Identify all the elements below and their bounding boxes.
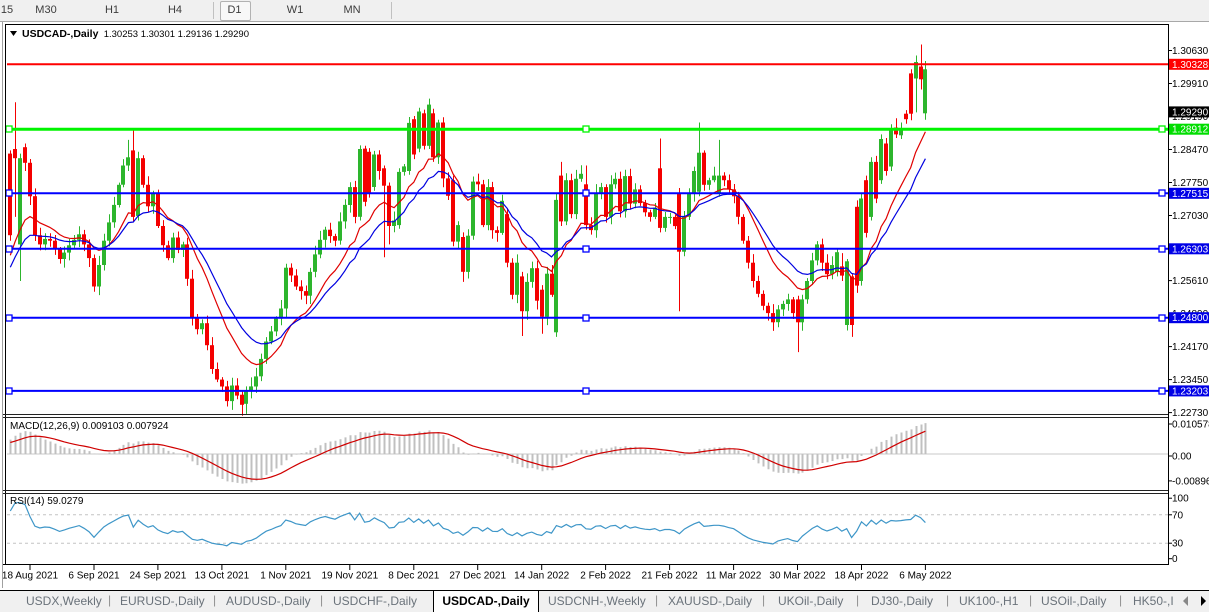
svg-text:1.29910: 1.29910 [1172, 79, 1209, 90]
svg-text:19 Nov 2021: 19 Nov 2021 [321, 571, 378, 582]
svg-text:-0.00896: -0.00896 [1172, 476, 1209, 487]
svg-text:30: 30 [1172, 539, 1184, 550]
svg-text:0.00: 0.00 [1172, 452, 1192, 463]
svg-text:70: 70 [1172, 510, 1184, 521]
svg-text:11 Mar 2022: 11 Mar 2022 [706, 571, 762, 582]
svg-text:1.30328: 1.30328 [1172, 60, 1209, 71]
svg-text:2 Feb 2022: 2 Feb 2022 [580, 571, 631, 582]
svg-text:6 May 2022: 6 May 2022 [899, 571, 952, 582]
svg-text:1.22730: 1.22730 [1172, 408, 1209, 419]
svg-text:1.30630: 1.30630 [1172, 46, 1209, 57]
svg-text:1 Nov 2021: 1 Nov 2021 [260, 571, 312, 582]
svg-text:1.24170: 1.24170 [1172, 342, 1209, 353]
svg-text:6 Sep 2021: 6 Sep 2021 [68, 571, 120, 582]
svg-text:RSI(14) 59.0279: RSI(14) 59.0279 [10, 496, 84, 507]
svg-text:100: 100 [1172, 494, 1189, 505]
svg-text:1.28912: 1.28912 [1172, 125, 1209, 136]
svg-text:USDCAD-,Daily 1.30253 1.30301: USDCAD-,Daily 1.30253 1.30301 1.29136 1.… [22, 28, 249, 40]
svg-text:8 Dec 2021: 8 Dec 2021 [388, 571, 440, 582]
svg-text:1.27515: 1.27515 [1172, 189, 1209, 200]
svg-text:1.24800: 1.24800 [1172, 313, 1209, 324]
svg-text:24 Sep 2021: 24 Sep 2021 [130, 571, 187, 582]
svg-text:21 Feb 2022: 21 Feb 2022 [642, 571, 699, 582]
svg-text:1.29290: 1.29290 [1172, 107, 1209, 118]
svg-text:27 Dec 2021: 27 Dec 2021 [449, 571, 506, 582]
svg-text:18 Apr 2022: 18 Apr 2022 [835, 571, 889, 582]
svg-text:0: 0 [1172, 554, 1178, 565]
svg-text:1.29190: 1.29190 [1172, 112, 1209, 123]
svg-text:1.23203: 1.23203 [1172, 386, 1209, 397]
svg-text:1.28470: 1.28470 [1172, 145, 1209, 156]
svg-text:1.23450: 1.23450 [1172, 375, 1209, 386]
svg-text:30 Mar 2022: 30 Mar 2022 [769, 571, 826, 582]
svg-text:0.010578: 0.010578 [1172, 420, 1209, 431]
svg-text:14 Jan 2022: 14 Jan 2022 [514, 571, 569, 582]
svg-text:MACD(12,26,9) 0.009103 0.00792: MACD(12,26,9) 0.009103 0.007924 [10, 421, 169, 432]
svg-text:1.27750: 1.27750 [1172, 178, 1209, 189]
svg-text:18 Aug 2021: 18 Aug 2021 [2, 571, 59, 582]
svg-text:1.25610: 1.25610 [1172, 276, 1209, 287]
svg-text:1.27030: 1.27030 [1172, 211, 1209, 222]
svg-text:13 Oct 2021: 13 Oct 2021 [195, 571, 250, 582]
svg-text:1.26303: 1.26303 [1172, 244, 1209, 255]
